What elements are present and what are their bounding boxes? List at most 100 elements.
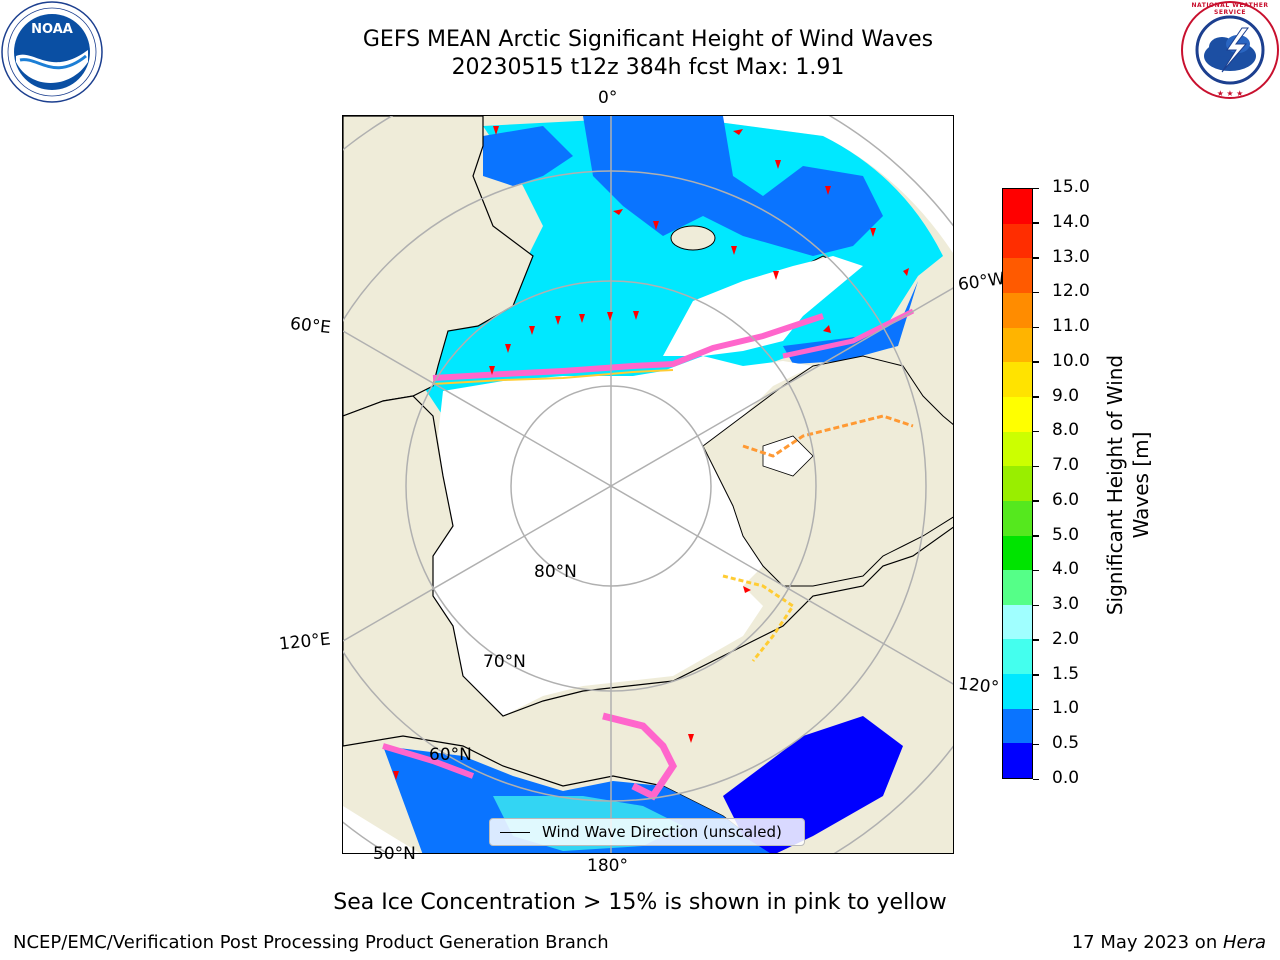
map-title: GEFS MEAN Arctic Significant Height of W… [298,26,998,82]
colorbar-segment [1003,708,1032,744]
nws-logo-text: NATIONAL WEATHER SERVICE [1191,2,1269,16]
footer-date: 17 May 2023 on Hera [1072,932,1266,953]
wave-arrow [607,312,613,321]
lon-label-0: 0° [598,88,618,108]
ice-baffin [762,435,814,477]
colorbar-tick-label: 12.0 [1052,281,1090,302]
colorbar-tick-mark [1033,569,1039,572]
wave-arrow [633,311,639,320]
title-line-1: GEFS MEAN Arctic Significant Height of W… [362,27,934,52]
meridian-120W [610,485,953,685]
footer-date-text: 17 May 2023 on [1071,932,1223,953]
nws-logo: ★ ★ ★ NATIONAL WEATHER SERVICE [1180,0,1280,100]
legend-label: Wind Wave Direction (unscaled) [542,823,782,841]
lat-label-60N: 60°N [429,745,472,765]
outer-white-region [343,806,420,853]
lon-label-60W: 60°W [956,268,1007,296]
ice-edge-atlantic-inner [432,369,674,385]
wave-arrow [823,325,831,333]
colorbar-tick-label: 5.0 [1052,524,1080,545]
colorbar-tick-label: 1.5 [1052,663,1080,684]
colorbar-tick-mark [1033,778,1039,780]
colorbar-tick-label: 2.0 [1052,628,1080,649]
ice-edge-okhotsk [382,743,475,779]
polar-map-svg [343,116,953,853]
colorbar-tick-label: 0.5 [1052,733,1080,754]
colorbar-tick-label: 4.0 [1052,559,1080,580]
colorbar-tick-label: 3.0 [1052,594,1080,615]
lat-label-80N: 80°N [534,562,577,582]
footer-credit: NCEP/EMC/Verification Post Processing Pr… [13,932,609,953]
colorbar-tick-mark [1033,291,1039,294]
wave-arrow [733,129,743,135]
sea-ice-note: Sea Ice Concentration > 15% is shown in … [333,890,947,915]
wave-arrow [773,271,779,280]
ice-edge-canada [742,414,914,458]
title-line-2: 20230515 t12z 384h fcst Max: 1.91 [451,55,845,80]
land-iceland [670,225,716,251]
colorbar-tick-label: 15.0 [1052,177,1090,197]
colorbar-tick-mark [1033,396,1039,398]
colorbar-tick-label: 6.0 [1052,489,1080,510]
colorbar-tick-mark [1033,187,1039,189]
colorbar-label: Significant Height of Wind Waves [m] [1102,355,1154,615]
colorbar-tick-label: 9.0 [1052,385,1080,406]
colorbar-tick-label: 1.0 [1052,698,1080,719]
colorbar-tick-mark [1033,257,1039,259]
wave-arrow [393,771,399,780]
polar-map [342,115,954,854]
wave-arrow [870,228,876,237]
lon-label-120E: 120°E [278,629,332,655]
colorbar-segment [1003,500,1032,536]
colorbar-segment [1003,396,1032,432]
lon-label-120W: 120° [957,673,1000,699]
colorbar-segment [1003,604,1032,640]
colorbar-segment [1003,258,1032,294]
wave-arrow [653,221,659,230]
lon-label-60E: 60°E [289,313,332,339]
colorbar-tick-mark [1033,639,1039,641]
lat-label-50N: 50°N [373,844,416,864]
colorbar-tick-mark [1033,465,1039,468]
noaa-logo: NOAA [0,0,104,104]
wave-arrow [825,186,831,195]
colorbar-tick-mark [1033,674,1039,676]
wave-arrow [775,160,781,169]
wave-arrow [493,126,499,135]
wave-direction-arrows [393,126,909,780]
wave-arrow [688,734,694,743]
colorbar-segment [1003,674,1032,709]
lon-label-180: 180° [587,856,628,876]
colorbar-tick-mark [1033,222,1039,224]
colorbar-segment [1003,293,1032,328]
colorbar-tick-mark [1033,743,1039,746]
colorbar-segment [1003,223,1032,259]
colorbar-label-line-1: Significant Height of Wind [1103,354,1127,616]
wave-arrow [903,268,909,276]
colorbar-tick-mark [1033,361,1039,363]
wave-arrow [555,316,561,325]
ice-edge-atlantic [432,313,824,381]
colorbar-label-line-2: Waves [m] [1129,431,1153,539]
colorbar-segment [1003,189,1032,224]
colorbar-tick-label: 10.0 [1052,350,1090,371]
ice-edge-beaufort [722,574,796,662]
colorbar [1002,188,1033,779]
colorbar-tick-mark [1033,430,1039,433]
colorbar-tick-label: 0.0 [1052,768,1080,788]
legend: Wind Wave Direction (unscaled) [489,818,805,846]
colorbar-segment [1003,570,1032,605]
ice-edge-greenland [782,308,915,359]
meridian-60W [610,287,953,487]
colorbar-tick-label: 7.0 [1052,455,1080,476]
colorbar-tick-mark [1033,500,1039,502]
lat-label-70N: 70°N [483,652,526,672]
colorbar-segment [1003,466,1032,501]
noaa-logo-text: NOAA [31,22,73,37]
colorbar-tick-mark [1033,326,1039,329]
legend-line-swatch [500,832,530,833]
wave-region-1.0m [483,126,573,186]
colorbar-tick-label: 8.0 [1052,420,1080,441]
colorbar-segment [1003,743,1032,778]
wave-arrow [743,586,751,593]
